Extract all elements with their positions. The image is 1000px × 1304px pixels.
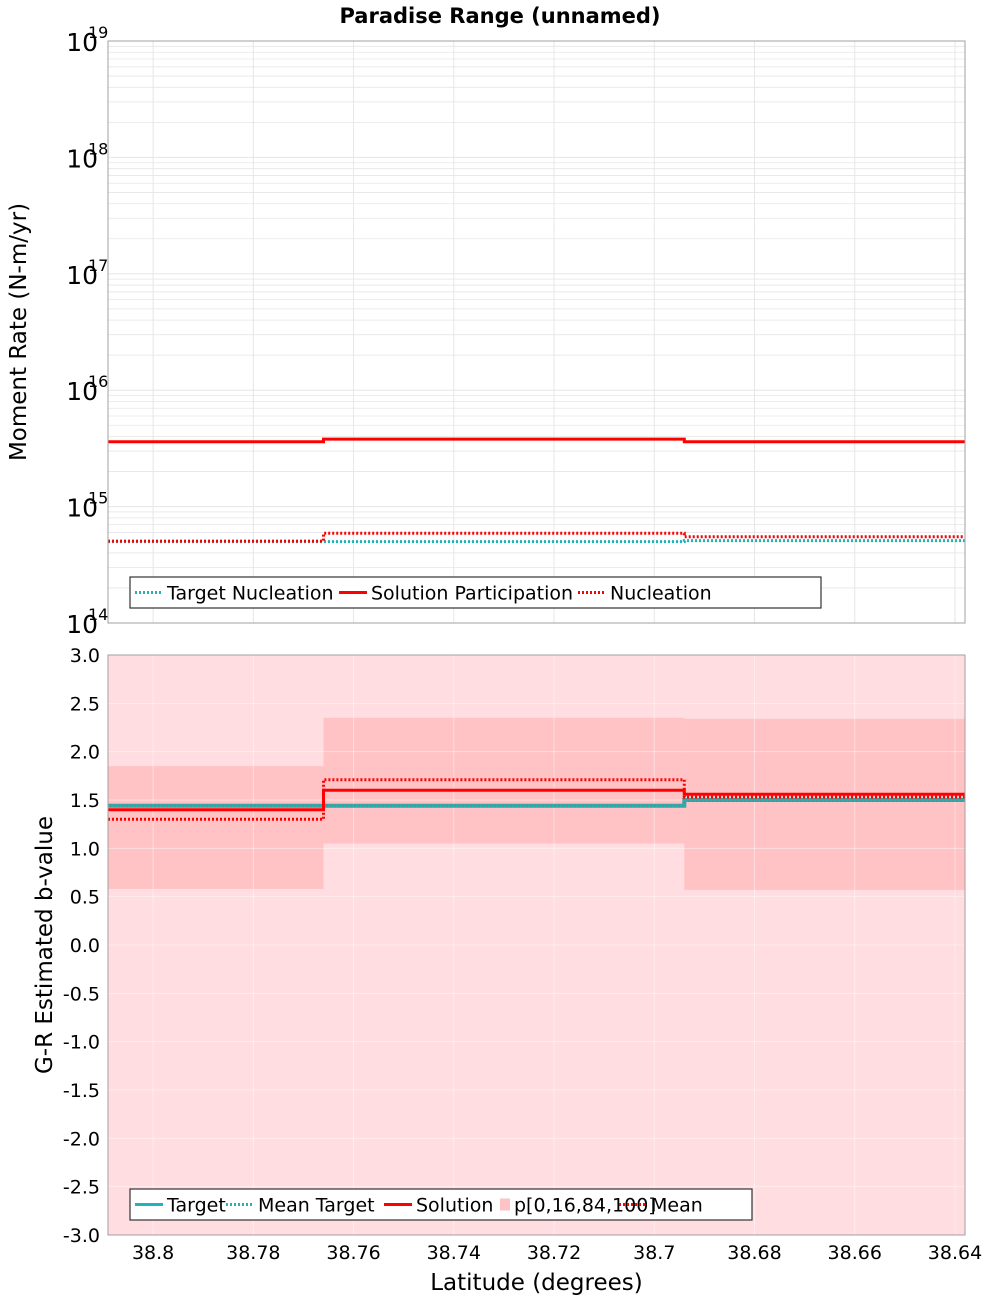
legend-bottom-label: Solution <box>416 1195 493 1217</box>
legend-bottom-label: Target <box>166 1195 226 1217</box>
x-tick-label: 38.72 <box>527 1242 581 1264</box>
y-tick-exponent: 18 <box>88 139 108 158</box>
chart-title: Paradise Range (unnamed) <box>339 4 660 28</box>
y-tick-label: 1.5 <box>70 790 100 812</box>
y-tick-label: 10 <box>66 261 98 290</box>
y-tick-label: 3.0 <box>70 645 100 667</box>
legend-bottom-swatch <box>500 1198 510 1211</box>
band-inner <box>684 718 965 890</box>
y-axis-label: Moment Rate (N-m/yr) <box>6 203 32 461</box>
b-value-panel: -3.0 -2.5 -2.0 -1.5 -1.0 -0.5 0.0 0.5 1.0 1.5 2.0 2… <box>32 645 982 1296</box>
legend-bottom-box <box>129 1188 753 1221</box>
y-tick-label: 10 <box>66 610 98 639</box>
x-tick-label: 38.78 <box>226 1242 280 1264</box>
y-tick-exponent: 15 <box>88 489 108 508</box>
legend-bottom-label: Mean <box>651 1195 703 1217</box>
x-tick-label: 38.74 <box>427 1242 481 1264</box>
y-tick-exponent: 16 <box>88 372 108 391</box>
legend-bottom-label: Mean Target <box>258 1195 375 1217</box>
y-tick-label: 10 <box>66 377 98 406</box>
band-inner <box>323 717 685 844</box>
y-tick-label: 10 <box>66 28 98 57</box>
y-tick-exponent: 14 <box>88 605 108 624</box>
y-tick-label: -1.0 <box>63 1032 100 1054</box>
y-tick-label: 10 <box>66 494 98 523</box>
y-tick-label: 1.0 <box>70 838 100 860</box>
legend-bottom-label: p[0,16,84,100] <box>514 1195 656 1217</box>
legend-top-box <box>129 576 822 609</box>
series-line <box>108 437 965 444</box>
x-axis-label: Latitude (degrees) <box>430 1270 643 1296</box>
x-tick-label: 38.64 <box>928 1242 982 1264</box>
x-tick-label: 38.68 <box>727 1242 781 1264</box>
x-tick-label: 38.66 <box>828 1242 882 1264</box>
y-axis-label: G-R Estimated b-value <box>32 816 58 1074</box>
series-line <box>108 798 965 808</box>
band-inner <box>108 766 324 889</box>
plot-background <box>108 41 965 623</box>
series-line <box>108 778 965 821</box>
plot-frame <box>107 654 966 1236</box>
y-tick-label: 2.5 <box>70 693 100 715</box>
y-tick-label: -0.5 <box>63 983 100 1005</box>
plot-frame <box>107 40 966 624</box>
y-tick-label: 0.0 <box>70 935 100 957</box>
y-tick-label: 2.0 <box>70 742 100 764</box>
y-tick-label: 0.5 <box>70 887 100 909</box>
x-tick-label: 38.7 <box>633 1242 675 1264</box>
x-tick-label: 38.8 <box>132 1242 174 1264</box>
legend-top-label: Nucleation <box>610 583 712 605</box>
x-tick-label: 38.76 <box>326 1242 380 1264</box>
y-tick-exponent: 19 <box>88 23 108 42</box>
y-tick-label: -2.0 <box>63 1128 100 1150</box>
legend-top-label: Target Nucleation <box>166 583 334 605</box>
y-tick-label: -3.0 <box>63 1225 100 1247</box>
y-tick-label: -1.5 <box>63 1080 100 1102</box>
series-line <box>108 539 965 544</box>
y-tick-label: -2.5 <box>63 1177 100 1199</box>
y-tick-exponent: 17 <box>88 256 108 275</box>
series-line <box>108 788 965 812</box>
y-tick-label: 10 <box>66 144 98 173</box>
legend-top-label: Solution Participation <box>371 583 573 605</box>
